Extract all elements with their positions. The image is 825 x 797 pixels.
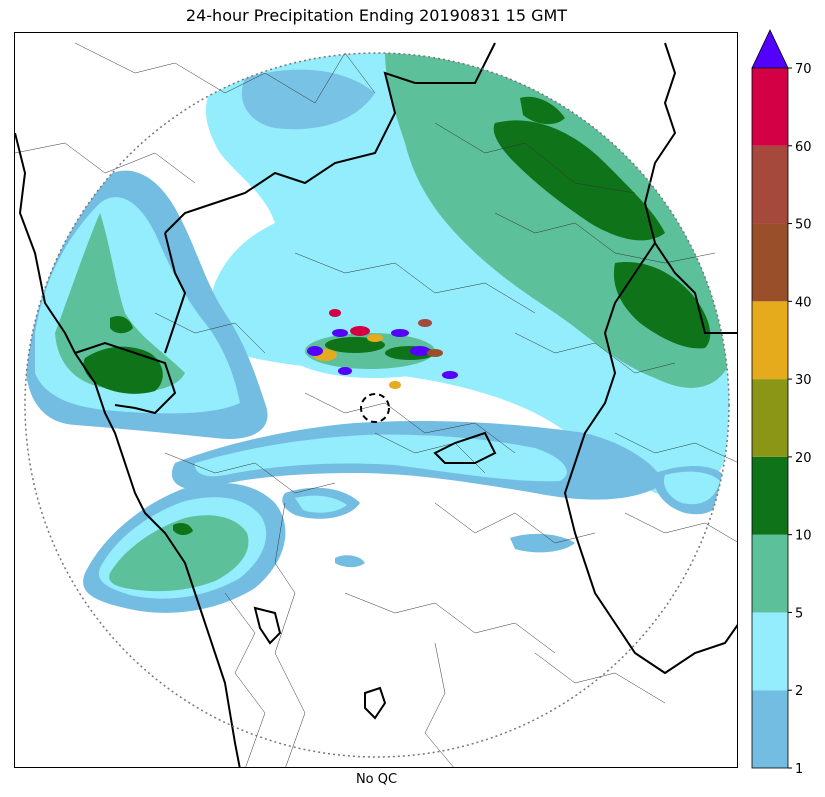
precip-north-darkgreen-3 — [520, 96, 565, 125]
precip-north-light — [241, 69, 375, 130]
colorbar-extend-triangle — [751, 29, 789, 69]
colorbar-tick-label: 50 — [795, 218, 812, 233]
qc-label: No QC — [355, 772, 398, 787]
precip-west-darkgreen-2 — [110, 316, 133, 334]
map-title: 24-hour Precipitation Ending 20190831 15… — [185, 6, 568, 25]
colorbar-tick-label: 30 — [795, 373, 812, 388]
colorbar-segment — [752, 379, 788, 457]
radar-site-marker — [360, 393, 390, 423]
map-svg — [15, 42, 737, 767]
colorbar-tick-label: 40 — [795, 295, 812, 310]
colorbar-segment — [752, 145, 788, 224]
colorbar-segment — [752, 223, 788, 302]
radar-range-ring — [24, 52, 730, 758]
precip-south-patch-4 — [335, 555, 365, 568]
colorbar-tick-label: 1 — [795, 762, 803, 773]
precip-north-darkgreen-2 — [613, 262, 711, 349]
precip-sw-darkgreen — [173, 523, 193, 536]
colorbar-frame — [751, 67, 789, 769]
colorbar-tick-label: 60 — [795, 140, 812, 155]
colorbar-segment — [752, 690, 788, 768]
precipitation-field — [25, 53, 729, 613]
colorbar-tick-label: 2 — [795, 684, 803, 699]
colorbar-tick-label: 5 — [795, 606, 803, 621]
colorbar-segment — [752, 456, 788, 535]
precip-west-green — [55, 213, 185, 392]
colorbar-tick-label: 20 — [795, 451, 812, 466]
precip-north-darkgreen-1 — [493, 120, 665, 241]
precip-middle-cyan — [194, 434, 567, 482]
convective-cluster — [290, 309, 460, 389]
precip-west-darkgreen — [83, 346, 163, 394]
colorbar-segment — [752, 612, 788, 691]
colorbar-segment — [752, 68, 788, 146]
radar-map — [14, 32, 738, 768]
colorbar: 1 2 5 10 20 30 40 50 60 70 — [751, 29, 812, 773]
precip-south-patch-2 — [295, 495, 347, 513]
state-boundaries — [15, 42, 737, 767]
district-boundaries — [15, 42, 737, 767]
precip-east-lower-cyan — [663, 471, 720, 505]
colorbar-segment — [752, 301, 788, 380]
colorbar-tick-label: 70 — [795, 62, 812, 77]
colorbar-tick-label: 10 — [795, 529, 812, 544]
precip-south-patch-3 — [510, 533, 575, 553]
colorbar-segment — [752, 534, 788, 613]
